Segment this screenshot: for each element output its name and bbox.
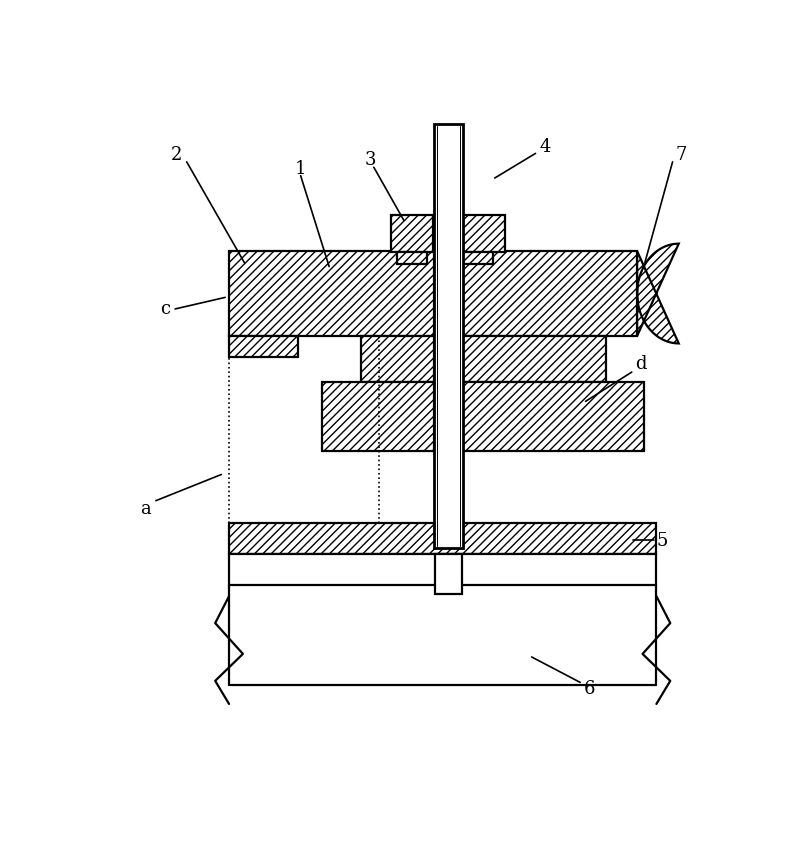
Bar <box>463 252 493 264</box>
Text: 3: 3 <box>364 151 376 168</box>
Text: d: d <box>635 355 646 373</box>
Bar <box>322 382 434 451</box>
Bar <box>229 523 657 554</box>
Bar <box>463 215 506 252</box>
Bar <box>463 251 637 336</box>
Text: 1: 1 <box>295 160 306 178</box>
Text: 6: 6 <box>584 679 595 697</box>
Bar <box>463 336 606 382</box>
Bar <box>229 554 657 584</box>
Text: c: c <box>160 300 170 318</box>
Bar <box>434 124 463 547</box>
Bar <box>229 336 298 358</box>
Bar <box>390 215 433 252</box>
Text: a: a <box>141 500 151 518</box>
Text: 7: 7 <box>675 146 686 164</box>
Text: 4: 4 <box>539 138 550 157</box>
Bar <box>397 252 427 264</box>
Polygon shape <box>637 243 678 344</box>
Bar <box>361 336 434 382</box>
Text: 2: 2 <box>171 146 182 164</box>
Bar <box>434 554 462 594</box>
Text: 5: 5 <box>657 532 668 551</box>
Bar <box>463 382 644 451</box>
Bar <box>229 251 434 336</box>
